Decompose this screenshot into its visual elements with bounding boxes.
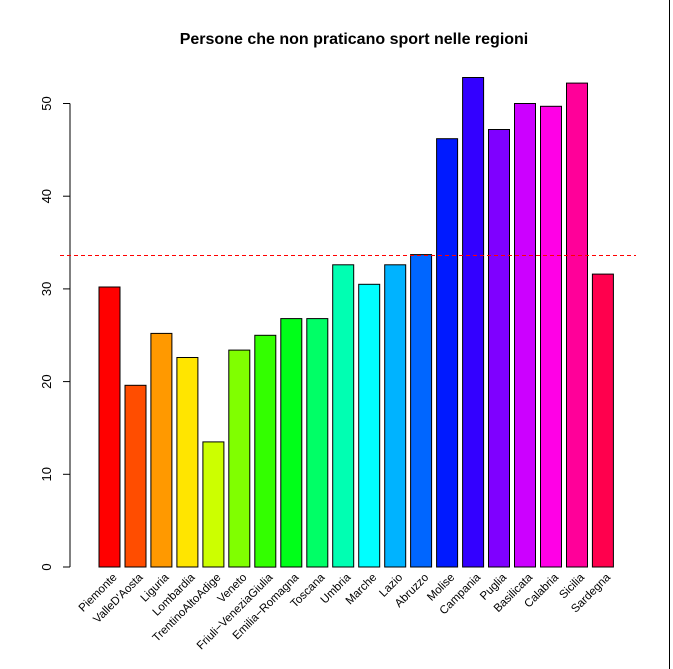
y-axis: 0 10 20 30 40 50 <box>39 96 71 571</box>
bar-sicilia <box>566 82 588 568</box>
bar-trentinoaltoadige <box>202 441 225 568</box>
y-tick-label: 0 <box>39 563 54 570</box>
bar-lazio <box>384 264 407 568</box>
bar-emilia-romagna <box>280 318 303 568</box>
bar-campania <box>462 77 485 568</box>
bar-marche <box>358 283 381 568</box>
bar-friuli-veneziagiulia <box>254 334 277 568</box>
bar-molise <box>436 138 459 568</box>
bar-calabria <box>540 105 562 568</box>
bar-sardegna <box>591 273 614 568</box>
bars <box>98 77 614 568</box>
bar-veneto <box>228 349 251 568</box>
y-tick-label: 50 <box>39 96 54 110</box>
y-tick-label: 30 <box>39 282 54 296</box>
y-tick-label: 40 <box>39 189 54 203</box>
bar-abruzzo <box>410 254 433 568</box>
bar-piemonte <box>98 286 121 568</box>
bar-valled-aosta <box>124 384 147 568</box>
bar-lombardia <box>176 357 199 568</box>
bar-liguria <box>150 332 173 568</box>
y-tick-label: 10 <box>39 467 54 481</box>
bar-umbria <box>332 264 355 568</box>
chart-title: Persone che non praticano sport nelle re… <box>180 31 529 48</box>
bar-toscana <box>306 318 329 568</box>
right-border-line <box>669 0 670 669</box>
x-axis-labels: PiemonteValleD'AostaLiguriaLombardiaTren… <box>77 571 614 652</box>
bar-basilicata <box>514 103 536 568</box>
bar-puglia <box>488 129 510 568</box>
y-tick-label: 20 <box>39 374 54 388</box>
